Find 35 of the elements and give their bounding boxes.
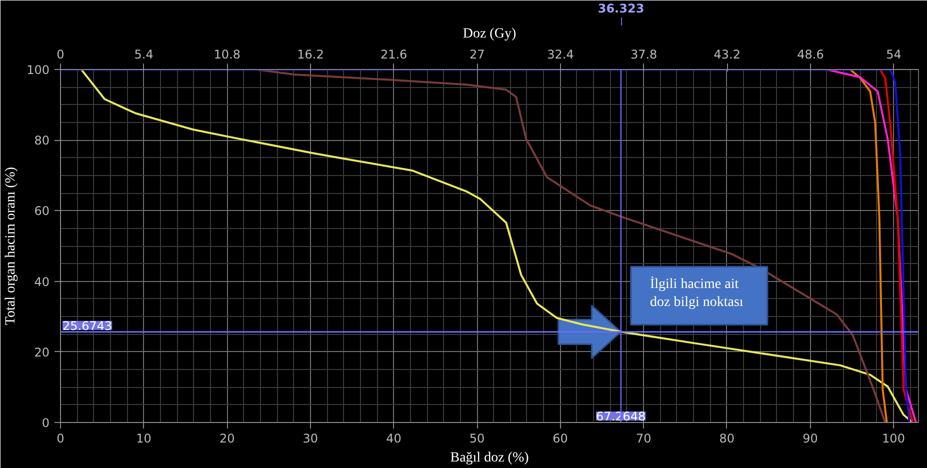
x2-axis-title: Doz (Gy)	[462, 26, 516, 42]
x2-tick-label: 10.8	[214, 48, 241, 62]
x2-tick-label: 32.4	[547, 48, 574, 62]
x-tick-label: 70	[636, 432, 652, 446]
x2-tick-label: 0	[56, 48, 64, 62]
ref-line-label: 67.2648	[596, 410, 646, 424]
x-tick-label: 30	[302, 432, 318, 446]
x-tick-label: 40	[386, 432, 402, 446]
x-tick-label: 60	[552, 432, 568, 446]
annotation: İlgili hacime ait doz bilgi noktası	[650, 276, 744, 310]
x-tick-label: 90	[802, 432, 818, 446]
ref-line-label: 36.323	[598, 2, 644, 16]
x-tick-label: 80	[719, 432, 735, 446]
y-tick-label: 80	[34, 134, 50, 148]
y-tick-label: 40	[34, 274, 50, 289]
x-tick-label: 50	[469, 432, 485, 446]
x2-tick-label: 21.6	[380, 48, 408, 62]
x2-tick-label: 43.2	[714, 48, 741, 62]
x-tick-label: 10	[136, 432, 152, 446]
x-tick-label: 100	[882, 432, 905, 446]
x2-tick-label: 48.6	[797, 48, 824, 62]
ref-line-label: 25.6743	[62, 318, 112, 333]
x-tick-label: 20	[219, 432, 235, 446]
x2-tick-label: 37.8	[630, 48, 658, 62]
y-tick-label: 20	[34, 345, 50, 360]
y-tick-label: 60	[34, 204, 50, 218]
x2-tick-label: 16.2	[297, 48, 324, 62]
x2-tick-label: 54	[886, 48, 902, 62]
x-axis-title: Bağıl doz (%)	[450, 450, 530, 466]
y-tick-label: 100	[26, 63, 50, 77]
x-tick-label: 0	[56, 432, 64, 446]
x2-tick-label: 27	[470, 48, 485, 62]
y-tick-label: 0	[42, 416, 50, 430]
y-axis-title: Total organ hacim oranı (%)	[4, 166, 19, 326]
x2-tick-label: 5.4	[134, 48, 154, 62]
